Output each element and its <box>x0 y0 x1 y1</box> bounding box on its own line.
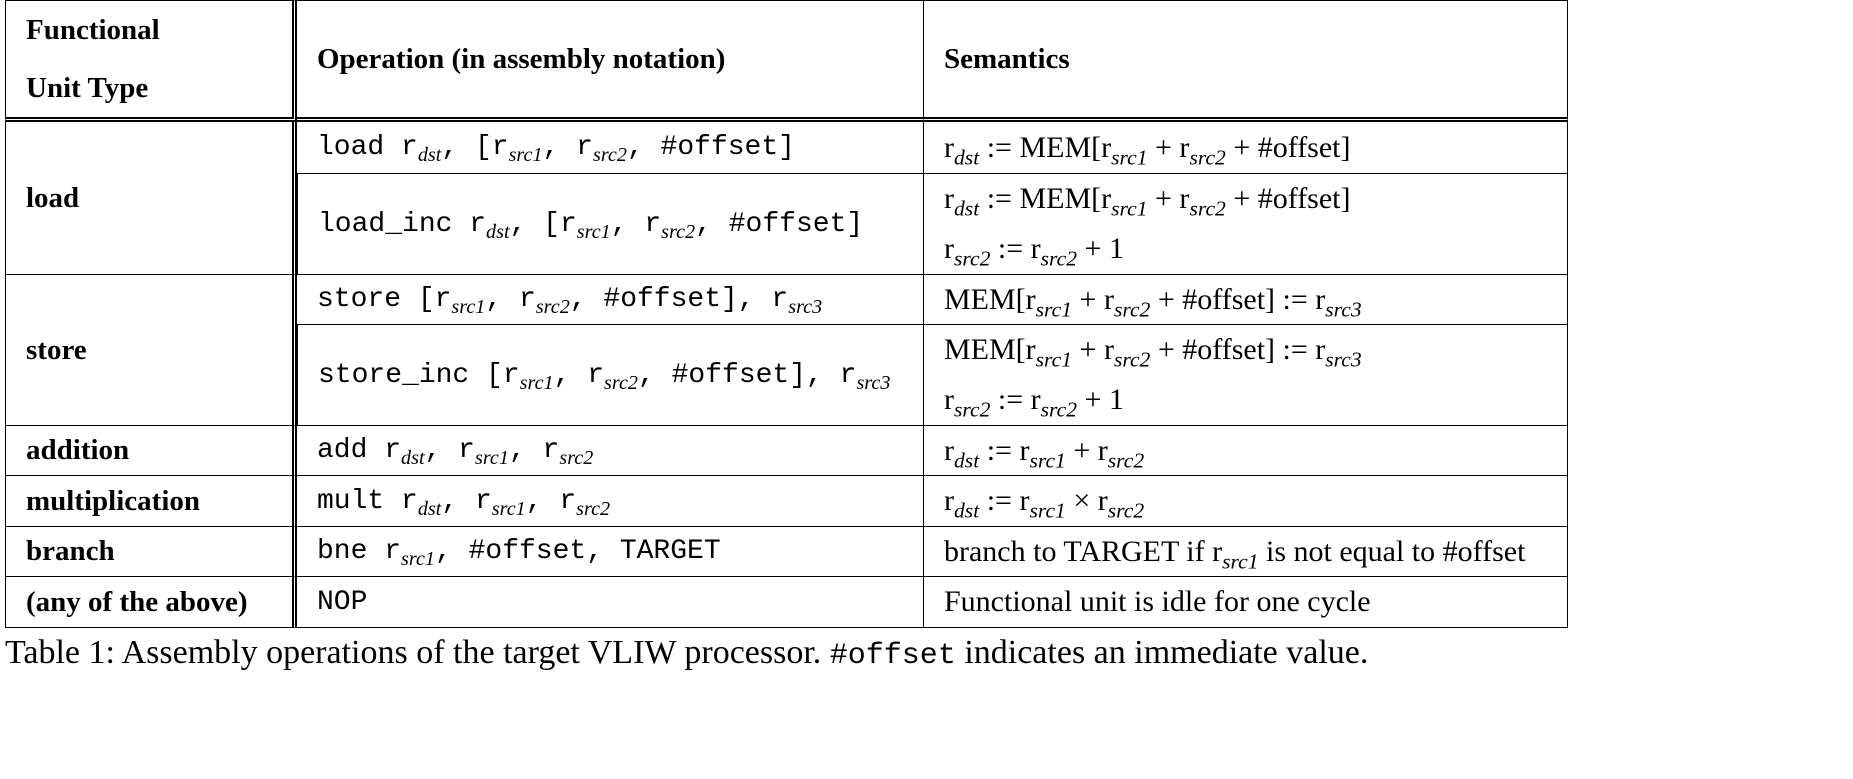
table-row: load_inc rdst, [rsrc1, rsrc2, #offset] r… <box>5 174 1568 275</box>
operation-cell: load rdst, [rsrc1, rsrc2, #offset] <box>297 122 924 174</box>
operation-cell: add rdst, rsrc1, rsrc2 <box>297 426 924 476</box>
semantics-cell: rdst := MEM[rsrc1 + rsrc2 + #offset] rsrc… <box>924 174 1568 275</box>
header-operation: Operation (in assembly notation) <box>297 0 924 122</box>
semantics-line: branch to TARGET if rsrc1 is not equal t… <box>944 534 1526 574</box>
semantics-line: rdst := rsrc1 + rsrc2 <box>944 433 1145 473</box>
unit-any: (any of the above) <box>5 577 297 628</box>
unit-load: load <box>5 122 297 275</box>
operation-cell: NOP <box>297 577 924 628</box>
operation-cell: mult rdst, rsrc1, rsrc2 <box>297 476 924 527</box>
unit-multiplication: multiplication <box>5 476 297 527</box>
table-row: store_inc [rsrc1, rsrc2, #offset], rsrc3… <box>5 325 1568 426</box>
semantics-cell: Functional unit is idle for one cycle <box>924 577 1568 628</box>
operation-cell: store [rsrc1, rsrc2, #offset], rsrc3 <box>297 275 924 325</box>
semantics-line: MEM[rsrc1 + rsrc2 + #offset] := rsrc3 <box>944 333 1362 372</box>
caption-prefix: Table 1: Assembly operations of the targ… <box>5 634 830 671</box>
table-caption: Table 1: Assembly operations of the targ… <box>5 634 1368 673</box>
unit-addition: addition <box>5 426 297 476</box>
semantics-line: Functional unit is idle for one cycle <box>944 585 1371 618</box>
table-row: load load rdst, [rsrc1, rsrc2, #offset] … <box>5 122 1568 275</box>
semantics-line: rsrc2 := rsrc2 + 1 <box>944 232 1124 271</box>
unit-store: store <box>5 275 297 426</box>
unit-branch: branch <box>5 527 297 577</box>
header-unit-line2: Unit Type <box>26 72 149 104</box>
semantics-cell: MEM[rsrc1 + rsrc2 + #offset] := rsrc3 rsr… <box>924 325 1568 426</box>
table-row: multiplication mult rdst, rsrc1, rsrc2 r… <box>5 476 1568 527</box>
semantics-cell: branch to TARGET if rsrc1 is not equal t… <box>924 527 1568 577</box>
table-row: addition add rdst, rsrc1, rsrc2 rdst := … <box>5 426 1568 476</box>
semantics-cell: rdst := rsrc1 + rsrc2 <box>924 426 1568 476</box>
semantics-cell: MEM[rsrc1 + rsrc2 + #offset] := rsrc3 <box>924 275 1568 325</box>
operation-cell: bne rsrc1, #offset, TARGET <box>297 527 924 577</box>
header-semantics: Semantics <box>924 0 1568 122</box>
semantics-line: rdst := MEM[rsrc1 + rsrc2 + #offset] <box>944 182 1351 221</box>
caption-suffix: indicates an immediate value. <box>955 634 1369 671</box>
table-row: store store [rsrc1, rsrc2, #offset], rsr… <box>5 275 1568 426</box>
semantics-line: rdst := MEM[rsrc1 + rsrc2 + #offset] <box>944 130 1351 170</box>
semantics-line: rsrc2 := rsrc2 + 1 <box>944 383 1124 422</box>
header-unit-line1: Functional <box>26 14 160 46</box>
operation-cell: store_inc [rsrc1, rsrc2, #offset], rsrc3 <box>297 325 924 426</box>
caption-code: #offset <box>829 639 956 673</box>
header-functional-unit-type: Functional Unit Type <box>5 0 297 122</box>
semantics-line: rdst := rsrc1 × rsrc2 <box>944 484 1145 523</box>
header-row: Functional Unit Type Operation (in assem… <box>5 0 1568 122</box>
semantics-cell: rdst := rsrc1 × rsrc2 <box>924 476 1568 527</box>
table-row: (any of the above) NOP Functional unit i… <box>5 577 1568 628</box>
semantics-cell: rdst := MEM[rsrc1 + rsrc2 + #offset] <box>924 122 1568 174</box>
assembly-operations-table: Functional Unit Type Operation (in assem… <box>5 0 1568 628</box>
semantics-line: MEM[rsrc1 + rsrc2 + #offset] := rsrc3 <box>944 282 1362 322</box>
table-row: branch bne rsrc1, #offset, TARGET branch… <box>5 527 1568 577</box>
operation-cell: load_inc rdst, [rsrc1, rsrc2, #offset] <box>297 174 924 275</box>
